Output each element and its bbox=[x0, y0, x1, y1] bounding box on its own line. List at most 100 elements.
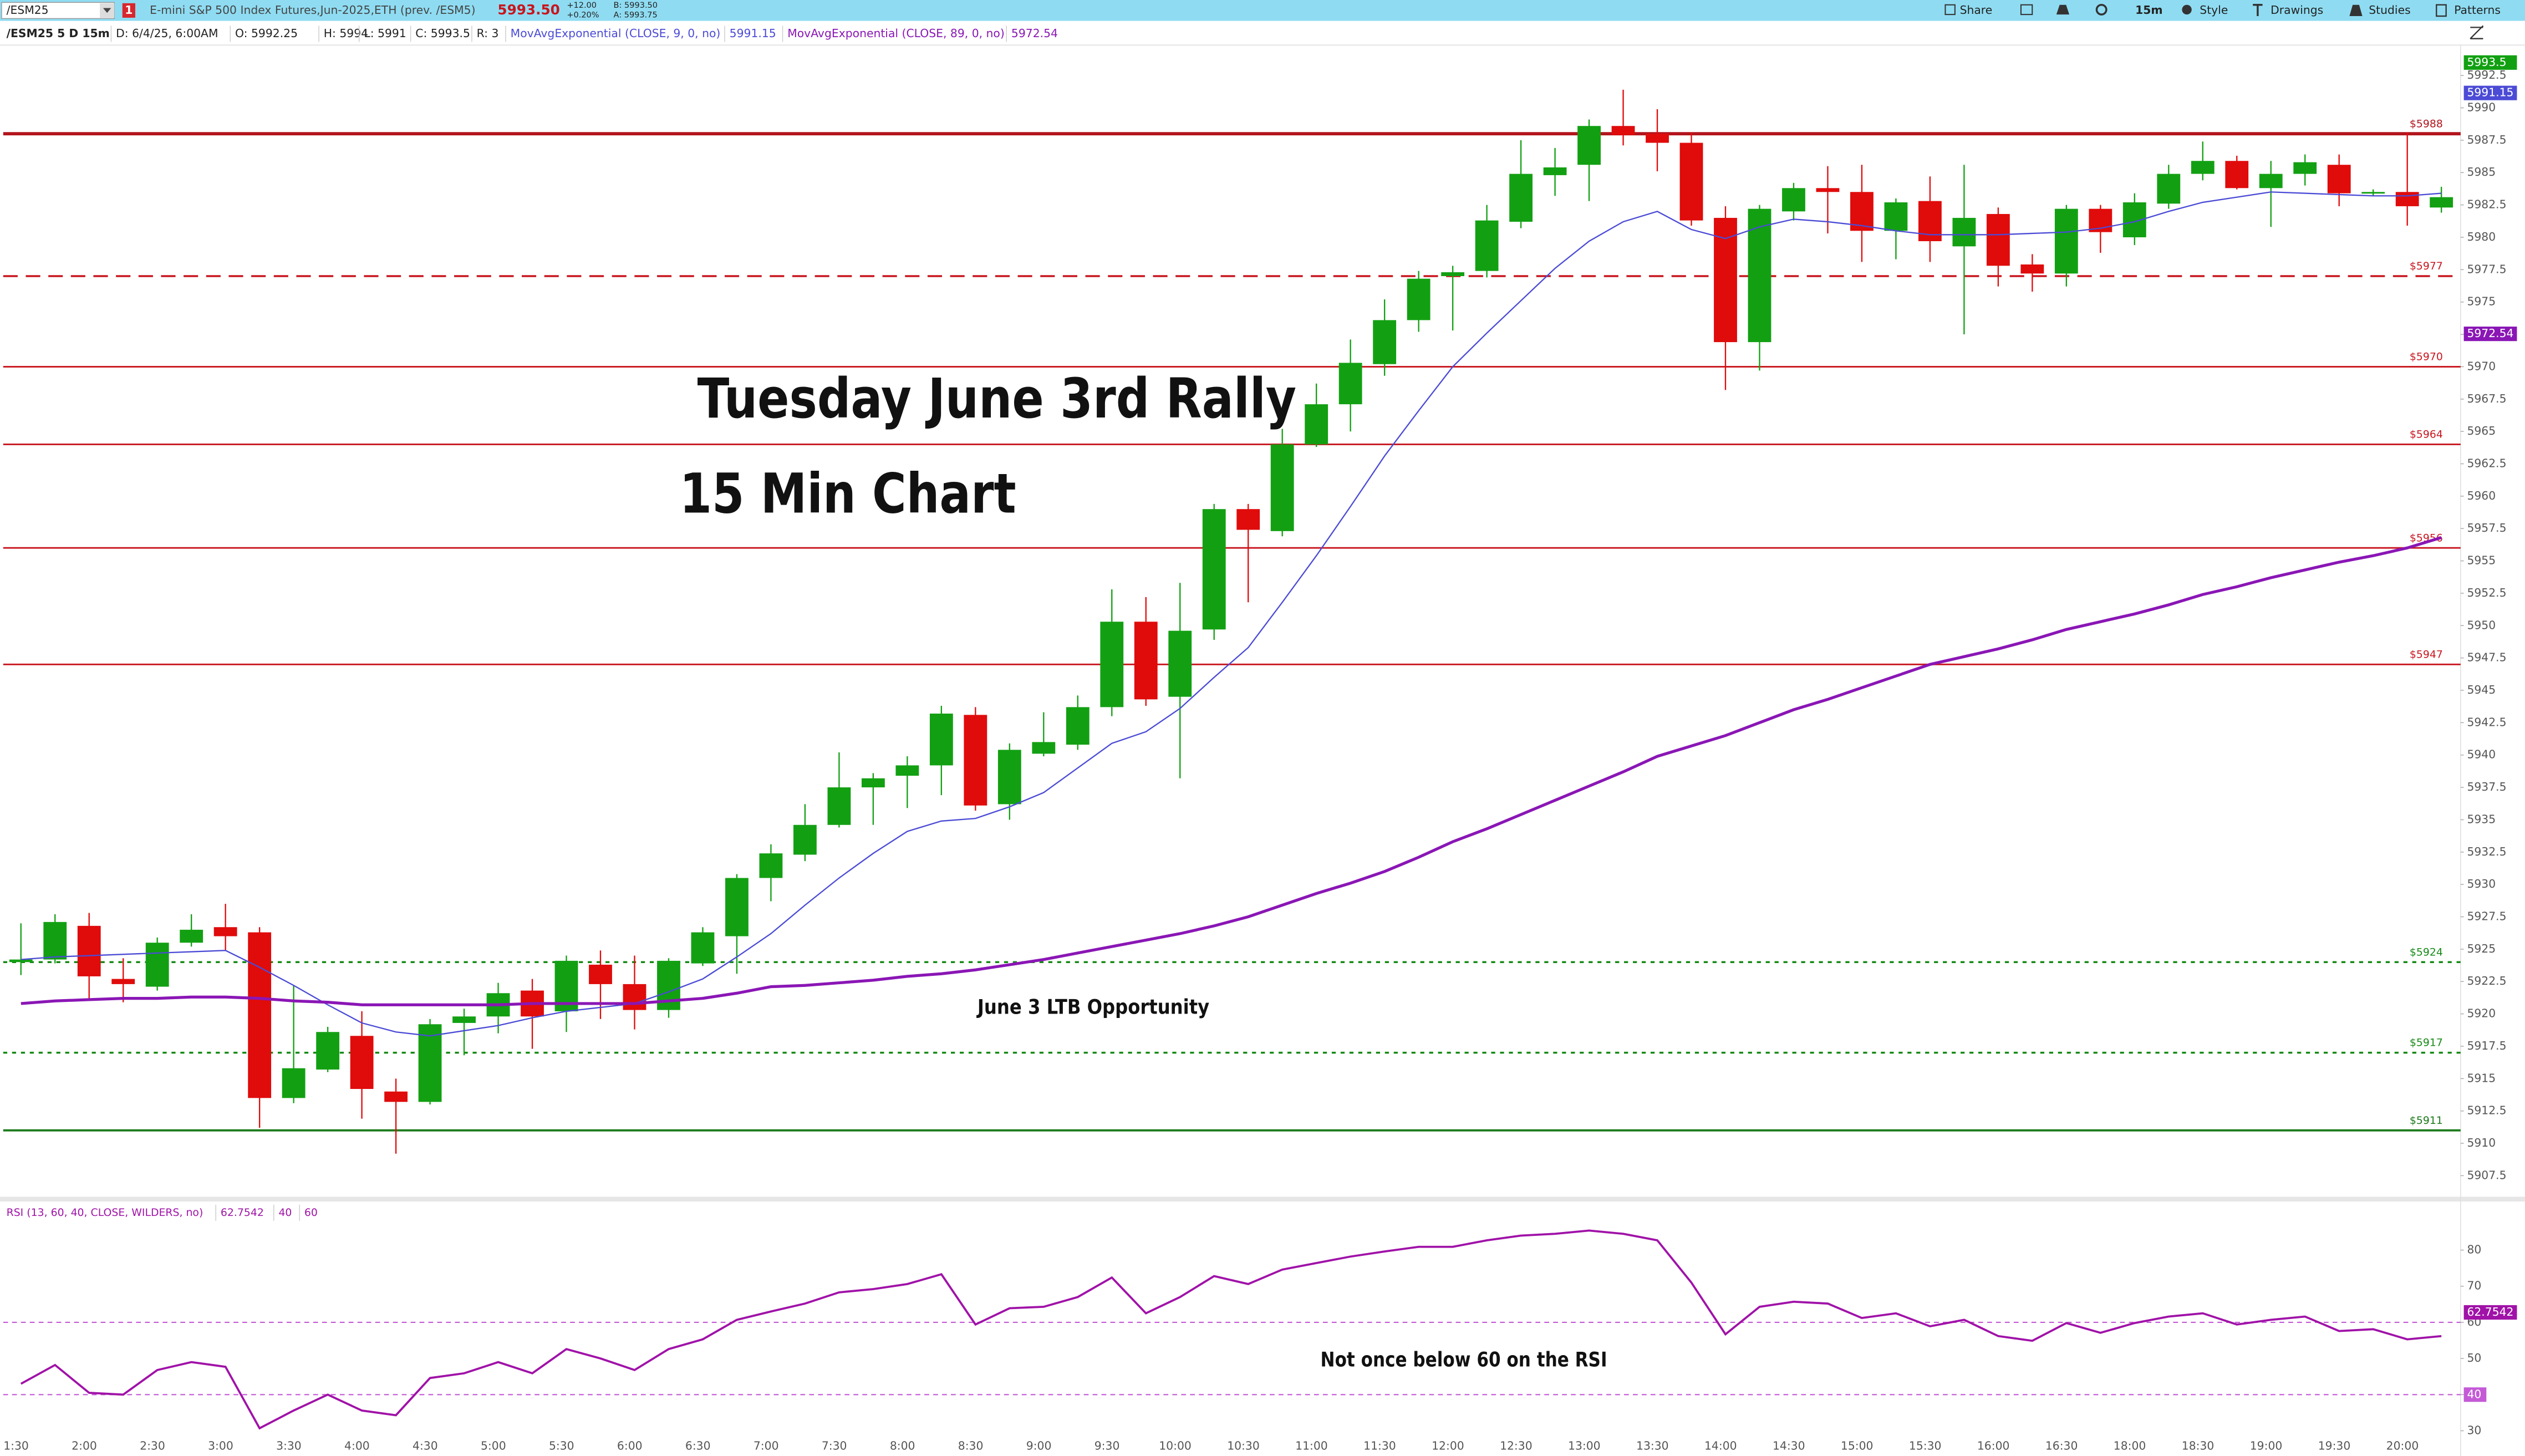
candle-body bbox=[691, 932, 715, 964]
candle-body bbox=[1338, 363, 1362, 405]
candle-body bbox=[793, 824, 817, 855]
last-price-marker-bg bbox=[2463, 55, 2517, 70]
y-tick-label: 5992.5 bbox=[2467, 68, 2506, 82]
y-tick-label: 5970 bbox=[2467, 359, 2496, 373]
toolbar-button[interactable]: 15m bbox=[2135, 3, 2162, 17]
y-tick-label: 5917.5 bbox=[2467, 1039, 2506, 1052]
x-tick-label: 4:30 bbox=[413, 1439, 438, 1453]
candle-body bbox=[2259, 174, 2283, 189]
x-tick-label: 10:00 bbox=[1159, 1439, 1192, 1453]
y-tick-label: 5965 bbox=[2467, 424, 2496, 437]
y-tick-label: 5952.5 bbox=[2467, 586, 2506, 599]
rsi-y-tick-label: 50 bbox=[2467, 1351, 2481, 1365]
x-tick-label: 11:00 bbox=[1295, 1439, 1328, 1453]
x-tick-label: 14:30 bbox=[1773, 1439, 1805, 1453]
y-tick-label: 5982.5 bbox=[2467, 198, 2506, 211]
y-tick-label: 5977.5 bbox=[2467, 262, 2506, 276]
annotation: 15 Min Chart bbox=[680, 462, 1016, 526]
candle-body bbox=[827, 787, 851, 825]
screenshot-icon[interactable] bbox=[2020, 4, 2033, 16]
toolbar-button[interactable]: Style bbox=[2200, 3, 2228, 17]
annotation: June 3 LTB Opportunity bbox=[976, 995, 1209, 1019]
y-tick-label: 5940 bbox=[2467, 748, 2496, 761]
y-tick-label: 5925 bbox=[2467, 942, 2496, 955]
y-tick-label: 5967.5 bbox=[2467, 392, 2506, 405]
candle-body bbox=[2191, 161, 2215, 174]
annotation: Tuesday June 3rd Rally bbox=[698, 367, 1296, 431]
candle-body bbox=[1168, 630, 1192, 697]
x-tick-label: 4:00 bbox=[344, 1439, 370, 1453]
y-tick-label: 5907.5 bbox=[2467, 1168, 2506, 1182]
study-value: 5991.15 bbox=[730, 27, 776, 40]
x-tick-label: 9:00 bbox=[1026, 1439, 1052, 1453]
candle-body bbox=[1202, 509, 1226, 630]
x-tick-label: 9:30 bbox=[1094, 1439, 1120, 1453]
y-tick-label: 5935 bbox=[2467, 812, 2496, 826]
candle-body bbox=[180, 929, 203, 943]
alert-count: 1 bbox=[125, 3, 133, 17]
y-tick-label: 5942.5 bbox=[2467, 715, 2506, 729]
x-tick-label: 6:30 bbox=[685, 1439, 711, 1453]
y-tick-label: 5932.5 bbox=[2467, 845, 2506, 858]
candle-body bbox=[77, 925, 101, 976]
x-tick-label: 7:00 bbox=[754, 1439, 779, 1453]
candle-body bbox=[9, 959, 33, 963]
toolbar-button[interactable]: Studies bbox=[2369, 3, 2410, 17]
candle-body bbox=[1884, 202, 1908, 231]
alert-badge[interactable] bbox=[122, 3, 135, 18]
symbol[interactable]: /ESM25 bbox=[7, 3, 49, 17]
moving-average bbox=[21, 536, 2442, 1006]
toolbar-button[interactable]: Drawings bbox=[2271, 3, 2323, 17]
style-icon bbox=[2182, 4, 2192, 15]
candle-body bbox=[2430, 197, 2453, 208]
y-tick-label: 5937.5 bbox=[2467, 780, 2506, 793]
x-tick-label: 8:30 bbox=[958, 1439, 984, 1453]
studies-icon bbox=[2349, 4, 2363, 17]
x-tick-label: 18:00 bbox=[2114, 1439, 2146, 1453]
toolbar-button[interactable]: Share bbox=[1960, 3, 1993, 17]
candle-body bbox=[997, 750, 1021, 805]
description: E-mini S&P 500 Index Futures,Jun-2025,ET… bbox=[150, 3, 475, 17]
x-tick-label: 16:30 bbox=[2045, 1439, 2078, 1453]
candle-body bbox=[1407, 278, 1431, 320]
drawings-icon bbox=[2253, 3, 2263, 17]
x-tick-label: 2:30 bbox=[140, 1439, 165, 1453]
x-tick-label: 19:00 bbox=[2250, 1439, 2283, 1453]
rsi-name: RSI (13, 60, 40, CLOSE, WILDERS, no) bbox=[7, 1206, 203, 1219]
rsi-value: 62.7542 bbox=[221, 1206, 264, 1219]
flask-icon[interactable] bbox=[2056, 4, 2070, 15]
candle-body bbox=[1032, 742, 1056, 754]
x-tick-label: 3:30 bbox=[276, 1439, 302, 1453]
candle-body bbox=[1441, 272, 1465, 276]
candle-body bbox=[213, 927, 237, 936]
y-tick-label: 5915 bbox=[2467, 1071, 2496, 1085]
candle-body bbox=[1305, 404, 1328, 445]
candle-body bbox=[316, 1032, 340, 1070]
settings-icon[interactable] bbox=[2095, 3, 2107, 16]
candle-body bbox=[1236, 509, 1260, 530]
candle-body bbox=[1577, 126, 1601, 165]
candle-body bbox=[861, 778, 885, 788]
y-tick-label: 5947.5 bbox=[2467, 651, 2506, 664]
rsi-y-tick-label: 30 bbox=[2467, 1423, 2481, 1437]
candle-body bbox=[2395, 192, 2419, 206]
candle-body bbox=[452, 1016, 476, 1023]
y-tick-label: 5912.5 bbox=[2467, 1104, 2506, 1117]
x-tick-label: 8:00 bbox=[890, 1439, 915, 1453]
ohlc-field: O: 5992.25 bbox=[235, 27, 298, 40]
candle-body bbox=[2157, 174, 2181, 204]
patterns-icon bbox=[2436, 4, 2447, 17]
symbol-input[interactable] bbox=[1, 2, 115, 19]
candle-body bbox=[2327, 165, 2351, 194]
autoscale-icon[interactable] bbox=[2470, 25, 2484, 39]
study-value-marker: 5972.54 bbox=[2467, 327, 2513, 340]
toolbar-button[interactable]: Patterns bbox=[2454, 3, 2501, 17]
ohlc-field: C: 5993.5 bbox=[415, 27, 470, 40]
candle-body bbox=[1270, 444, 1294, 531]
y-tick-label: 5955 bbox=[2467, 554, 2496, 567]
study-name: MovAvgExponential (CLOSE, 9, 0, no) bbox=[511, 27, 721, 40]
price-level-label: $5924 bbox=[2410, 946, 2443, 958]
candle-body bbox=[895, 765, 919, 776]
candle-body bbox=[350, 1036, 374, 1089]
